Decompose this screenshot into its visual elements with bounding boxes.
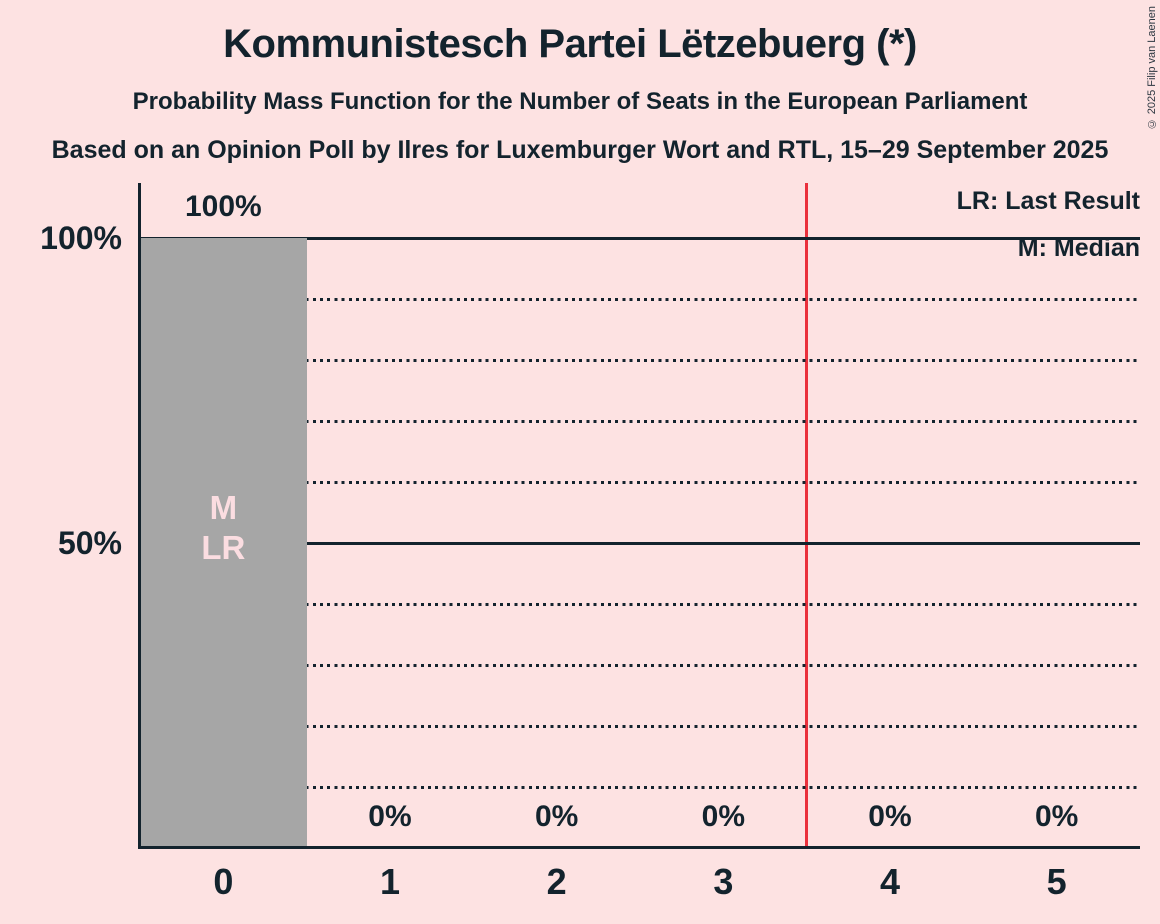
- x-tick-label-3: 3: [713, 861, 734, 902]
- y-axis-label-50: 50%: [57, 525, 122, 561]
- legend-median: M: Median: [1017, 234, 1140, 262]
- majority-threshold-line: [805, 183, 809, 846]
- y-axis-label-100: 100%: [40, 220, 122, 256]
- value-label-seat-2: 0%: [534, 800, 579, 833]
- value-label-seat-5: 0%: [1034, 800, 1079, 833]
- gridline-dotted-10: [140, 785, 1140, 789]
- bar-median-lastresult-label: M LR: [201, 489, 246, 566]
- gridline-dotted-70: [140, 419, 1140, 423]
- chart-subtitle: Probability Mass Function for the Number…: [132, 88, 1028, 115]
- x-tick-label-0: 0: [213, 861, 234, 902]
- chart-source-line: Based on an Opinion Poll by Ilres for Lu…: [51, 136, 1109, 164]
- value-label-seat-0: 100%: [184, 190, 262, 223]
- gridline-dotted-60: [140, 480, 1140, 484]
- bar-seat-0: [141, 238, 307, 848]
- gridline-solid-50: [140, 541, 1140, 545]
- page-title: Kommunistesch Partei Lëtzebuerg (*): [223, 22, 917, 66]
- gridline-dotted-30: [140, 663, 1140, 667]
- x-tick-label-2: 2: [546, 861, 567, 902]
- x-tick-label-1: 1: [379, 861, 400, 902]
- gridline-solid-100: [140, 236, 1140, 240]
- value-label-seat-3: 0%: [701, 800, 745, 833]
- legend-last-result: LR: Last Result: [956, 187, 1140, 215]
- gridline-dotted-20: [140, 724, 1140, 728]
- x-tick-label-4: 4: [879, 861, 900, 902]
- value-label-seat-1: 0%: [368, 800, 412, 833]
- gridline-dotted-90: [140, 297, 1140, 301]
- gridline-dotted-80: [140, 358, 1140, 362]
- x-tick-label-5: 5: [1046, 861, 1067, 902]
- gridline-dotted-40: [140, 602, 1140, 606]
- y-axis-line: [138, 183, 141, 849]
- value-label-seat-4: 0%: [868, 800, 912, 833]
- x-axis-line: [138, 846, 1140, 849]
